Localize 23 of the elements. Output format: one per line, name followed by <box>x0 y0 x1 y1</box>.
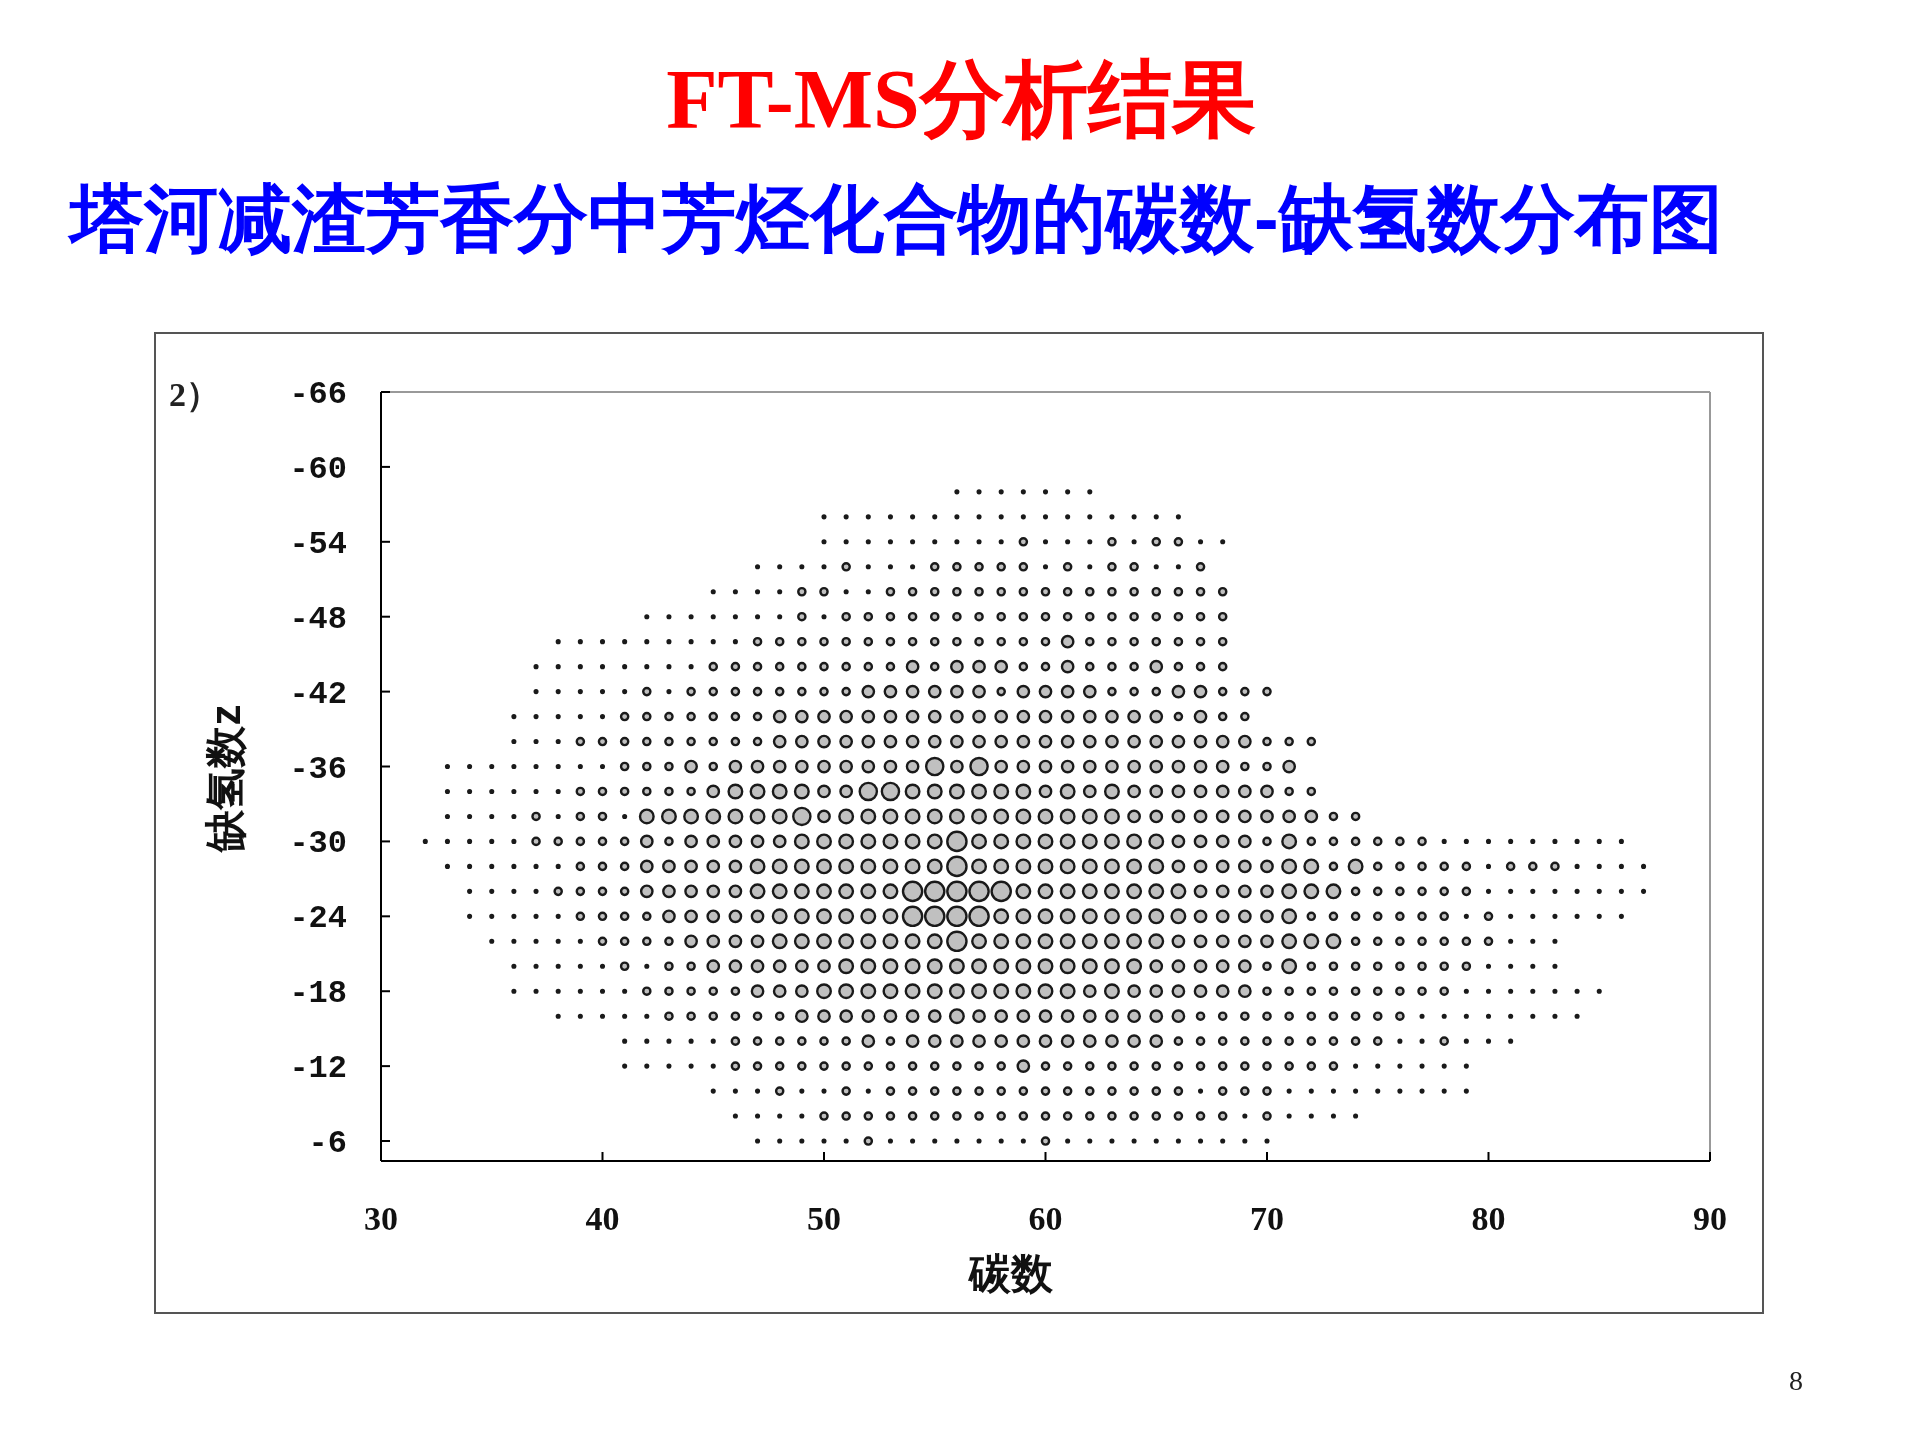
y-axis-title: 缺氢数z <box>202 704 249 853</box>
y-tick-label: -36 <box>289 750 347 788</box>
x-tick-label: 30 <box>364 1200 398 1237</box>
y-tick-label: -24 <box>289 900 347 938</box>
y-tick-label: -60 <box>289 450 347 488</box>
x-tick-label: 60 <box>1028 1200 1063 1237</box>
text: 2） <box>169 376 220 413</box>
x-tick-label: 90 <box>1693 1200 1727 1237</box>
y-tick-label: -30 <box>289 825 347 863</box>
x-tick-label: 50 <box>807 1200 841 1237</box>
y-tick-label: -66 <box>289 376 347 413</box>
x-tick-label: 70 <box>1250 1200 1284 1237</box>
x-tick-label: 80 <box>1471 1200 1506 1237</box>
y-tick-label: -18 <box>289 975 347 1013</box>
y-tick-label: -42 <box>289 675 347 713</box>
x-axis-title: 碳数 <box>967 1250 1054 1297</box>
y-tick-label: -54 <box>289 525 347 563</box>
y-tick-label: -48 <box>289 600 347 638</box>
title: FT-MS分析结果 <box>666 53 1256 146</box>
y-tick-label: -6 <box>308 1125 347 1163</box>
text: 8 <box>1789 1365 1803 1396</box>
x-tick-label: 40 <box>585 1200 620 1237</box>
y-tick-label: -12 <box>289 1050 347 1088</box>
